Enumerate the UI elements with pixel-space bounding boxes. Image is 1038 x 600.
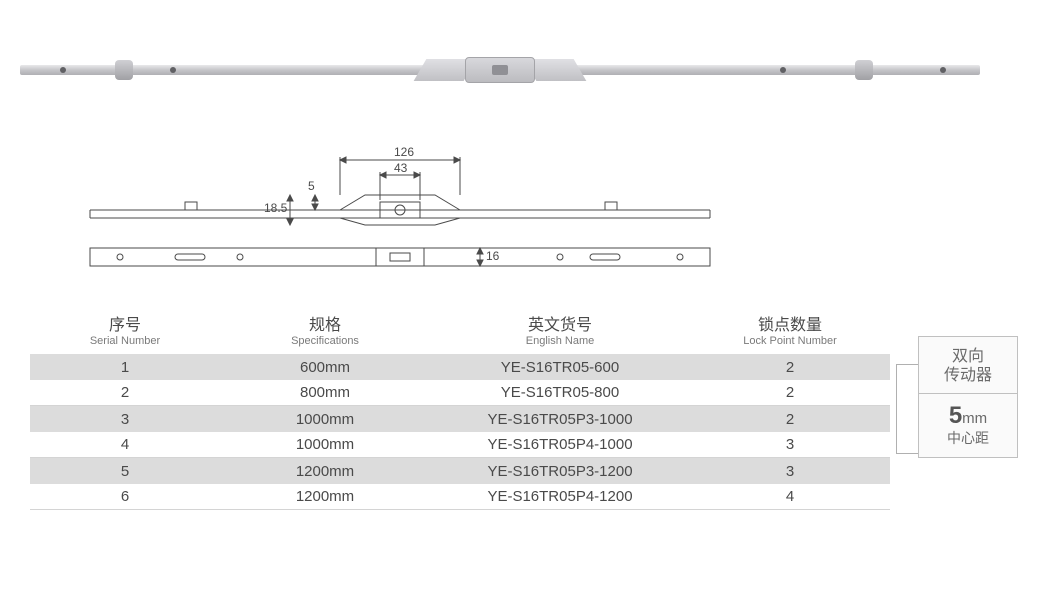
cell-sn: 3 [30, 411, 220, 428]
cell-spec: 1200mm [220, 463, 430, 480]
dim-126: 126 [394, 145, 414, 159]
cell-sn: 5 [30, 463, 220, 480]
cell-eng: YE-S16TR05P3-1000 [430, 411, 690, 428]
cell-lp: 4 [690, 488, 890, 505]
callout-line1: 双向 [925, 347, 1011, 366]
cell-lp: 3 [690, 463, 890, 480]
spec-table: 序号 Serial Number 规格 Specifications 英文货号 … [30, 310, 890, 510]
bar-hub-slot [492, 65, 508, 75]
bar-hole [780, 67, 786, 73]
callout-line2: 传动器 [925, 366, 1011, 385]
cell-eng: YE-S16TR05P4-1000 [430, 436, 690, 453]
dim-5: 5 [308, 179, 315, 193]
technical-drawing: 126 43 5 18.5 16 [80, 140, 720, 280]
callout: 双向 传动器 5mm 中心距 [918, 336, 1028, 458]
header-eng: 英文货号 English Name [430, 317, 690, 347]
header-serial-cn: 序号 [30, 317, 220, 335]
cell-eng: YE-S16TR05-800 [430, 384, 690, 401]
bar-hole [940, 67, 946, 73]
cell-sn: 4 [30, 436, 220, 453]
callout-value: 5 [949, 402, 962, 429]
table-row: 1 600mm YE-S16TR05-600 2 [30, 354, 890, 380]
cell-eng: YE-S16TR05P3-1200 [430, 463, 690, 480]
table-header-row: 序号 Serial Number 规格 Specifications 英文货号 … [30, 310, 890, 354]
header-spec-cn: 规格 [220, 317, 430, 335]
header-eng-cn: 英文货号 [430, 317, 690, 335]
header-lock: 锁点数量 Lock Point Number [690, 317, 890, 347]
callout-box: 双向 传动器 5mm 中心距 [918, 336, 1018, 458]
table-row: 3 1000mm YE-S16TR05P3-1000 2 [30, 406, 890, 432]
cell-spec: 800mm [220, 384, 430, 401]
lock-knob [855, 60, 873, 80]
callout-bracket [896, 364, 918, 454]
cell-spec: 1200mm [220, 488, 430, 505]
cell-spec: 1000mm [220, 436, 430, 453]
cell-lp: 2 [690, 359, 890, 376]
bar-hole [170, 67, 176, 73]
table-row: 6 1200mm YE-S16TR05P4-1200 4 [30, 484, 890, 510]
product-render [20, 55, 980, 85]
header-spec-en: Specifications [220, 335, 430, 347]
dim-43: 43 [394, 161, 408, 175]
cell-spec: 1000mm [220, 411, 430, 428]
bar-hub [465, 57, 535, 83]
lock-knob [115, 60, 133, 80]
cell-lp: 3 [690, 436, 890, 453]
cell-sn: 6 [30, 488, 220, 505]
header-serial: 序号 Serial Number [30, 317, 220, 347]
cell-lp: 2 [690, 384, 890, 401]
header-lock-en: Lock Point Number [690, 335, 890, 347]
callout-value-row: 5mm [925, 402, 1011, 430]
cell-sn: 1 [30, 359, 220, 376]
header-serial-en: Serial Number [30, 335, 220, 347]
callout-unit: mm [962, 410, 987, 427]
cell-spec: 600mm [220, 359, 430, 376]
cell-eng: YE-S16TR05P4-1200 [430, 488, 690, 505]
bar-hole [60, 67, 66, 73]
callout-divider [919, 393, 1017, 394]
header-spec: 规格 Specifications [220, 317, 430, 347]
header-eng-en: English Name [430, 335, 690, 347]
table-row: 4 1000mm YE-S16TR05P4-1000 3 [30, 432, 890, 458]
table-row: 5 1200mm YE-S16TR05P3-1200 3 [30, 458, 890, 484]
dim-18-5: 18.5 [264, 201, 288, 215]
callout-sub: 中心距 [925, 430, 1011, 447]
header-lock-cn: 锁点数量 [690, 317, 890, 335]
dim-16: 16 [486, 249, 500, 263]
table-row: 2 800mm YE-S16TR05-800 2 [30, 380, 890, 406]
cell-lp: 2 [690, 411, 890, 428]
cell-sn: 2 [30, 384, 220, 401]
cell-eng: YE-S16TR05-600 [430, 359, 690, 376]
